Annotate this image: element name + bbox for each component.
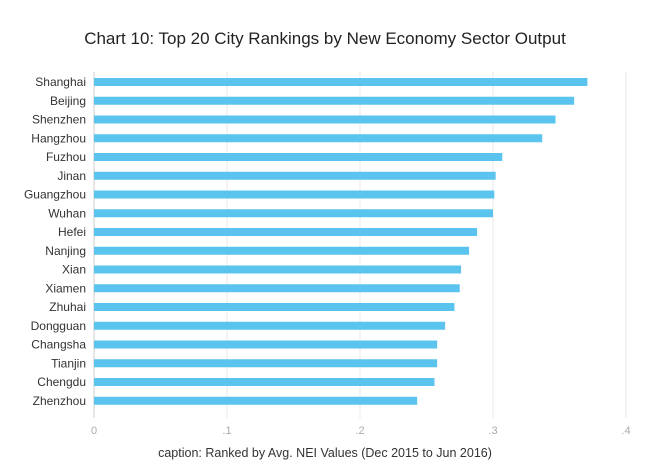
x-tick-label: .4	[621, 425, 630, 437]
bar-fuzhou	[94, 153, 503, 161]
x-tick-label: 0	[91, 425, 97, 437]
category-label: Hefei	[58, 225, 86, 239]
category-label: Beijing	[50, 94, 86, 108]
category-label: Changsha	[31, 338, 86, 352]
bar-jinan	[94, 171, 496, 180]
bar-hefei	[94, 228, 478, 236]
bar-xiamen	[94, 284, 460, 293]
category-labels: Shanghai Beijing Shenzhen Hangzhou Fuzhou Jin…	[24, 75, 86, 408]
bar-nanjing	[94, 246, 470, 255]
bar-beijing	[94, 96, 575, 105]
x-tick-label: .2	[355, 425, 364, 437]
category-label: Dongguan	[31, 319, 86, 333]
category-label: Fuzhou	[46, 150, 86, 164]
category-label: Tianjin	[51, 356, 86, 370]
category-label: Jinan	[57, 169, 86, 183]
bars	[94, 78, 588, 405]
category-label: Guangzhou	[24, 188, 86, 202]
category-label: Zhuhai	[49, 300, 86, 314]
category-label: Zhenzhou	[33, 394, 86, 408]
category-label: Hangzhou	[31, 131, 86, 145]
bar-dongguan	[94, 321, 446, 330]
category-label: Shanghai	[35, 75, 86, 89]
bar-shanghai	[94, 78, 588, 86]
category-label: Chengdu	[37, 375, 86, 389]
category-label: Wuhan	[48, 206, 86, 220]
bar-wuhan	[94, 209, 493, 218]
bar-tianjin	[94, 359, 438, 368]
bar-xian	[94, 265, 462, 274]
chart-title: Chart 10: Top 20 City Rankings by New Ec…	[84, 29, 566, 48]
bar-changsha	[94, 340, 438, 349]
bar-zhenzhou	[94, 396, 418, 405]
bar-guangzhou	[94, 190, 495, 199]
chart-caption: caption: Ranked by Avg. NEI Values (Dec …	[158, 446, 492, 460]
category-label: Xiamen	[45, 281, 86, 295]
category-label: Xian	[62, 263, 86, 277]
x-tick-label: .1	[222, 425, 231, 437]
x-tick-labels: 0 .1 .2 .3 .4	[91, 425, 631, 437]
bar-shenzhen	[94, 115, 556, 124]
category-label: Nanjing	[45, 244, 86, 258]
bar-hangzhou	[94, 134, 543, 143]
x-tick-label: .3	[488, 425, 497, 437]
category-label: Shenzhen	[32, 113, 86, 127]
bar-chengdu	[94, 378, 435, 386]
bar-zhuhai	[94, 303, 455, 311]
